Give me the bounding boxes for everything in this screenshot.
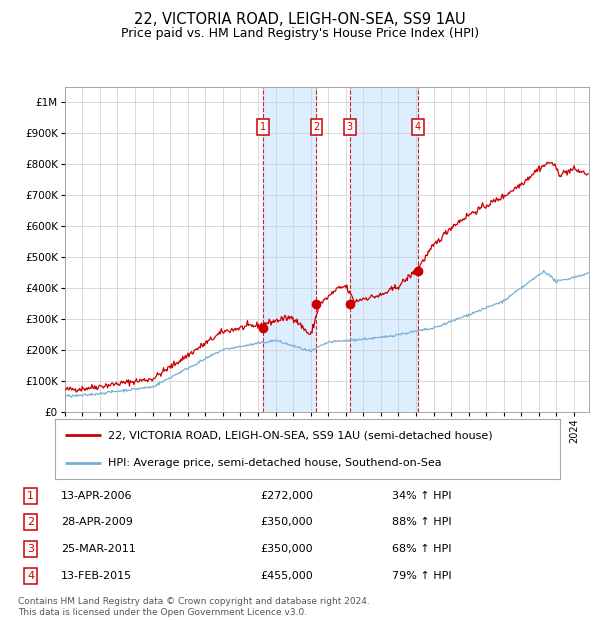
Text: 79% ↑ HPI: 79% ↑ HPI: [392, 570, 452, 581]
Text: £350,000: £350,000: [260, 517, 313, 528]
Text: £272,000: £272,000: [260, 490, 313, 501]
Text: Contains HM Land Registry data © Crown copyright and database right 2024.
This d: Contains HM Land Registry data © Crown c…: [18, 598, 370, 617]
Text: 4: 4: [27, 570, 34, 581]
Text: 34% ↑ HPI: 34% ↑ HPI: [392, 490, 452, 501]
Text: £350,000: £350,000: [260, 544, 313, 554]
Text: 22, VICTORIA ROAD, LEIGH-ON-SEA, SS9 1AU: 22, VICTORIA ROAD, LEIGH-ON-SEA, SS9 1AU: [134, 12, 466, 27]
Text: 88% ↑ HPI: 88% ↑ HPI: [392, 517, 452, 528]
Bar: [263, 87, 316, 412]
Text: 2: 2: [313, 122, 320, 132]
Text: 25-MAR-2011: 25-MAR-2011: [61, 544, 136, 554]
Text: 4: 4: [415, 122, 421, 132]
Text: 28-APR-2009: 28-APR-2009: [61, 517, 133, 528]
Text: 1: 1: [260, 122, 266, 132]
Text: 2: 2: [27, 517, 34, 528]
Text: 3: 3: [347, 122, 353, 132]
Text: HPI: Average price, semi-detached house, Southend-on-Sea: HPI: Average price, semi-detached house,…: [108, 458, 442, 467]
Text: 13-APR-2006: 13-APR-2006: [61, 490, 133, 501]
Text: 3: 3: [27, 544, 34, 554]
Text: Price paid vs. HM Land Registry's House Price Index (HPI): Price paid vs. HM Land Registry's House …: [121, 27, 479, 40]
Bar: [350, 87, 418, 412]
Text: 68% ↑ HPI: 68% ↑ HPI: [392, 544, 452, 554]
Text: 22, VICTORIA ROAD, LEIGH-ON-SEA, SS9 1AU (semi-detached house): 22, VICTORIA ROAD, LEIGH-ON-SEA, SS9 1AU…: [108, 430, 493, 440]
Text: £455,000: £455,000: [260, 570, 313, 581]
Text: 1: 1: [27, 490, 34, 501]
Text: 13-FEB-2015: 13-FEB-2015: [61, 570, 133, 581]
